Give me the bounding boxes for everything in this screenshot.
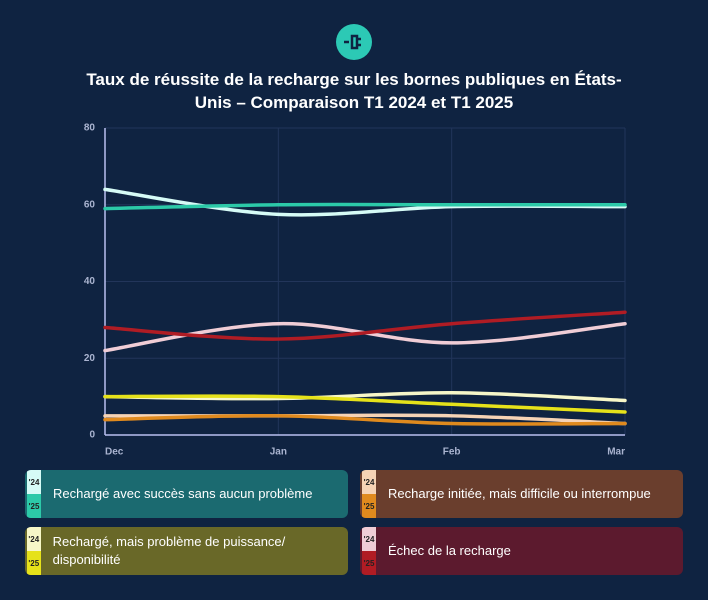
legend-swatch: '24'25 [362,527,376,575]
legend-swatch: '24'25 [27,527,41,575]
legend-year: '25 [27,494,41,518]
legend-label: Rechargé, mais problème de puissance/ di… [52,534,286,567]
line [103,413,627,426]
legend-item: '24'25 Échec de la recharge [360,527,683,575]
legend-year: '24 [27,470,41,494]
plug-icon [344,34,361,50]
line [103,394,627,414]
legend-item: '24'25 Rechargé, mais problème de puissan… [25,527,348,575]
legend-item: '24'25 Recharge initiée, mais difficile o… [360,470,683,518]
line [103,310,627,341]
y-tick-label: 20 [84,353,96,364]
line [103,202,627,211]
legend-swatch: '24'25 [362,470,376,518]
y-tick-label: 40 [84,276,96,287]
legend-year: '25 [362,494,376,518]
x-tick-label: Feb [443,447,461,458]
y-tick-label: 80 [84,123,96,134]
x-tick-label: Mar [607,447,625,458]
legend-year: '25 [362,551,376,575]
legend-year: '24 [362,470,376,494]
legend-year: '25 [27,551,41,575]
line [103,187,627,217]
legend-year: '24 [362,527,376,551]
legend-year: '24 [27,527,41,551]
legend-label: Recharge initiée, mais difficile ou inte… [388,486,651,501]
legend-label: Échec de la recharge [388,543,511,558]
legend-label: Rechargé avec succès sans aucun problème [53,486,313,501]
y-tick-label: 60 [84,199,96,210]
x-tick-label: Jan [270,447,287,458]
chart-title: Taux de réussite de la recharge sur les … [86,70,622,112]
legend-item: '24'25 Rechargé avec succès sans aucun pr… [25,470,348,518]
y-tick-label: 0 [89,430,95,441]
x-tick-label: Dec [105,447,124,458]
line [103,321,627,353]
icon [336,24,372,60]
line [103,391,627,403]
legend-swatch: '24'25 [27,470,41,518]
